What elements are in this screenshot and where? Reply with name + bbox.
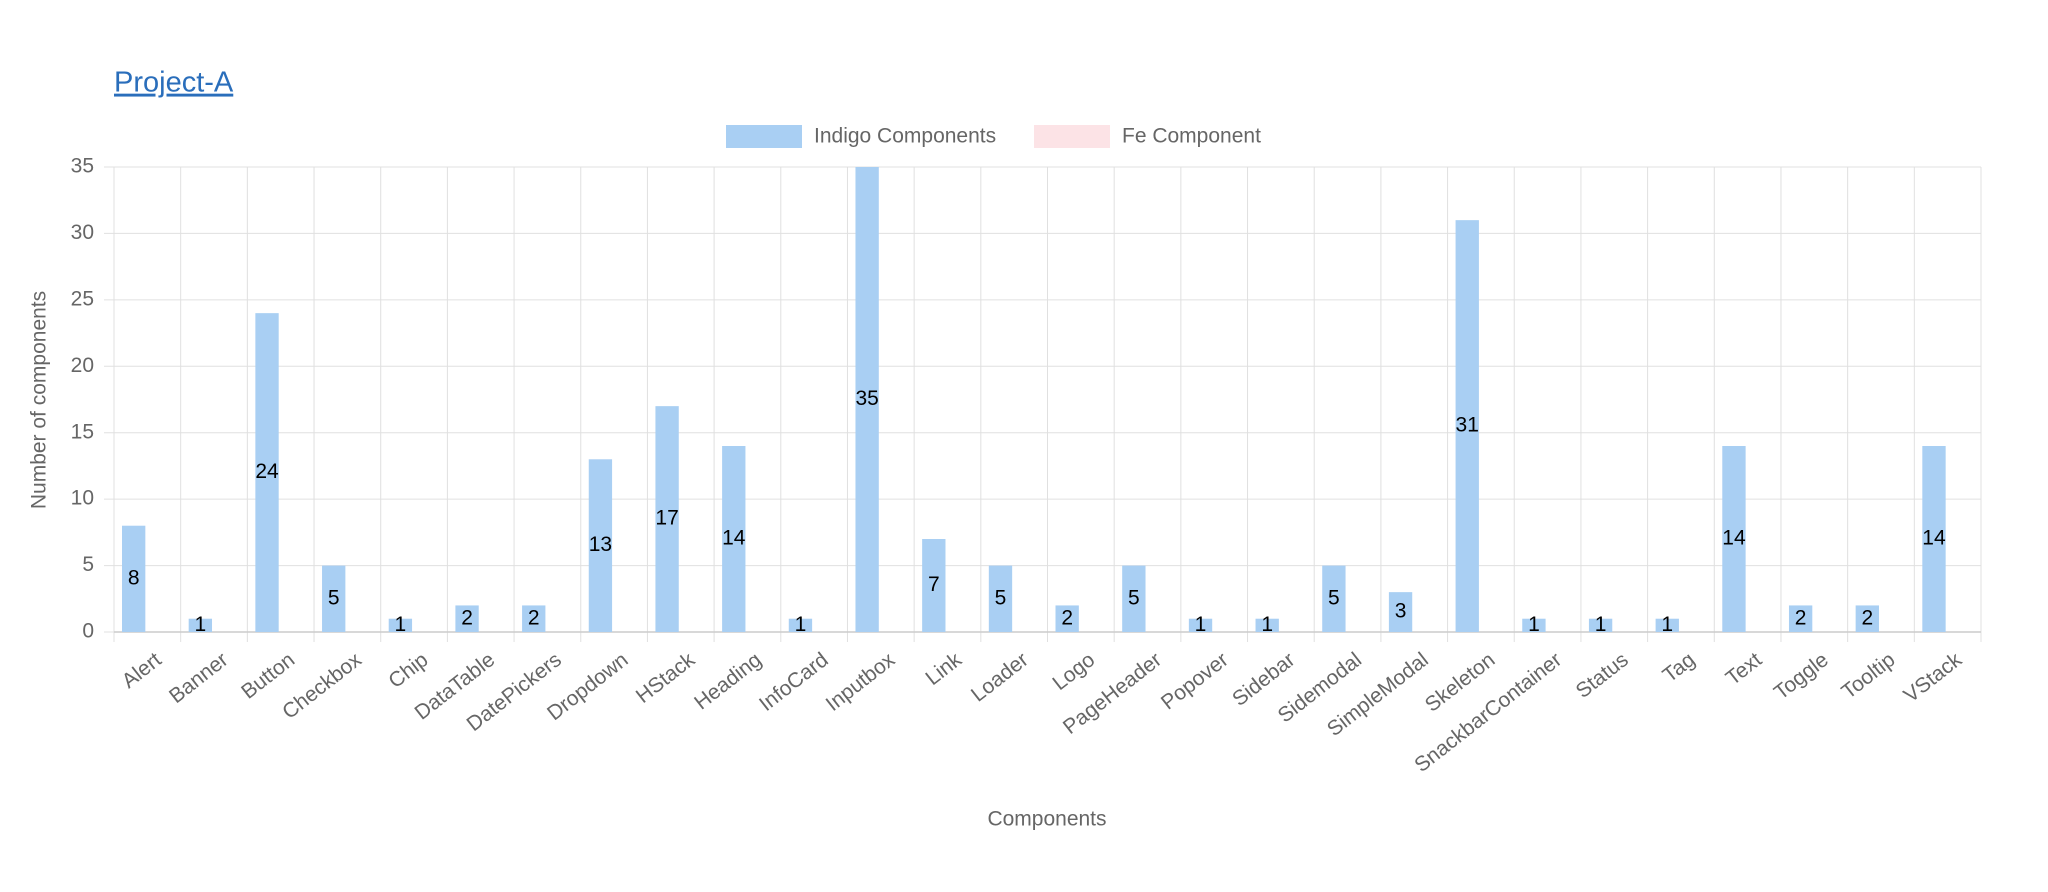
bar bbox=[188, 618, 213, 632]
value-label: 1 bbox=[1595, 613, 1607, 636]
x-tick-label: HStack bbox=[632, 648, 700, 708]
x-tick-label: Link bbox=[921, 648, 966, 690]
x-tick-label: Tag bbox=[1659, 648, 1700, 687]
value-label: 5 bbox=[328, 586, 340, 609]
bar bbox=[1722, 446, 1746, 632]
value-label: 1 bbox=[795, 613, 807, 636]
value-label: 24 bbox=[255, 460, 279, 483]
x-tick-label: Inputbox bbox=[822, 648, 900, 716]
bar bbox=[722, 446, 746, 632]
legend-label[interactable]: Fe Component bbox=[1122, 125, 1261, 148]
bar bbox=[1522, 618, 1546, 632]
value-label: 14 bbox=[1722, 527, 1746, 550]
value-label: 1 bbox=[1261, 613, 1273, 636]
bar bbox=[1788, 605, 1813, 632]
value-label: 7 bbox=[928, 573, 940, 596]
value-label: 1 bbox=[1195, 613, 1207, 636]
value-label: 1 bbox=[395, 613, 407, 636]
value-label: 35 bbox=[855, 387, 878, 410]
value-label: 1 bbox=[1528, 613, 1540, 636]
bar bbox=[322, 565, 346, 632]
x-tick-label: Popover bbox=[1157, 648, 1233, 714]
x-tick-label: Banner bbox=[165, 648, 233, 708]
bar bbox=[1055, 605, 1079, 632]
x-tick-label: Toggle bbox=[1770, 648, 1833, 704]
x-tick-label: Chip bbox=[384, 648, 432, 693]
x-tick-label: InfoCard bbox=[755, 648, 833, 716]
x-tick-label: Heading bbox=[690, 648, 766, 714]
value-label: 5 bbox=[1128, 586, 1140, 609]
value-label: 2 bbox=[461, 606, 473, 629]
value-label: 31 bbox=[1456, 414, 1479, 437]
bar bbox=[988, 565, 1013, 632]
x-tick-label: Alert bbox=[118, 648, 166, 693]
y-tick-label: 30 bbox=[71, 221, 94, 244]
y-tick-label: 15 bbox=[71, 420, 94, 443]
value-label: 2 bbox=[528, 606, 540, 629]
value-label: 1 bbox=[1661, 613, 1673, 636]
x-tick-label: VStack bbox=[1900, 648, 1967, 707]
value-label: 2 bbox=[1061, 606, 1073, 629]
y-axis-title: Number of components bbox=[28, 291, 51, 509]
x-tick-label: Logo bbox=[1048, 648, 1099, 695]
bar bbox=[1188, 618, 1213, 632]
bar bbox=[922, 539, 946, 632]
bar bbox=[855, 167, 879, 632]
legend-label[interactable]: Indigo Components bbox=[814, 125, 996, 148]
y-tick-label: 5 bbox=[82, 553, 94, 576]
x-tick-label: Status bbox=[1572, 648, 1633, 703]
value-label: 8 bbox=[128, 566, 140, 589]
bar bbox=[1322, 565, 1346, 632]
x-tick-label: Text bbox=[1722, 648, 1767, 690]
bar bbox=[1455, 220, 1479, 632]
y-tick-label: 25 bbox=[71, 287, 94, 310]
value-label: 13 bbox=[589, 533, 612, 556]
bar bbox=[788, 618, 813, 632]
x-tick-label: Loader bbox=[967, 648, 1033, 706]
bar bbox=[255, 313, 279, 632]
y-tick-label: 35 bbox=[71, 155, 94, 178]
bar bbox=[1922, 446, 1946, 632]
x-tick-label: Tooltip bbox=[1837, 648, 1899, 703]
bar bbox=[588, 459, 613, 632]
bar bbox=[1855, 605, 1879, 632]
legend-swatch[interactable] bbox=[1034, 125, 1110, 148]
bar bbox=[655, 406, 679, 632]
bar bbox=[1255, 618, 1279, 632]
bar bbox=[1122, 565, 1146, 632]
x-axis-title: Components bbox=[987, 808, 1106, 831]
y-tick-label: 0 bbox=[82, 620, 94, 643]
value-label: 14 bbox=[1922, 527, 1946, 550]
value-label: 5 bbox=[995, 586, 1007, 609]
value-label: 1 bbox=[195, 613, 207, 636]
bar bbox=[1655, 618, 1679, 632]
value-label: 2 bbox=[1861, 606, 1873, 629]
bar bbox=[122, 525, 146, 632]
bar bbox=[388, 618, 413, 632]
bar bbox=[455, 605, 479, 632]
value-label: 2 bbox=[1795, 606, 1807, 629]
value-label: 3 bbox=[1395, 600, 1407, 623]
y-tick-label: 20 bbox=[71, 354, 94, 377]
bar bbox=[1588, 618, 1613, 632]
bar bbox=[522, 605, 546, 632]
legend-swatch[interactable] bbox=[726, 125, 802, 148]
y-tick-label: 10 bbox=[71, 487, 94, 510]
value-label: 14 bbox=[722, 527, 746, 550]
chart-title[interactable]: Project-A bbox=[114, 67, 234, 99]
value-label: 5 bbox=[1328, 586, 1340, 609]
bar bbox=[1388, 592, 1413, 632]
value-label: 17 bbox=[655, 507, 678, 530]
